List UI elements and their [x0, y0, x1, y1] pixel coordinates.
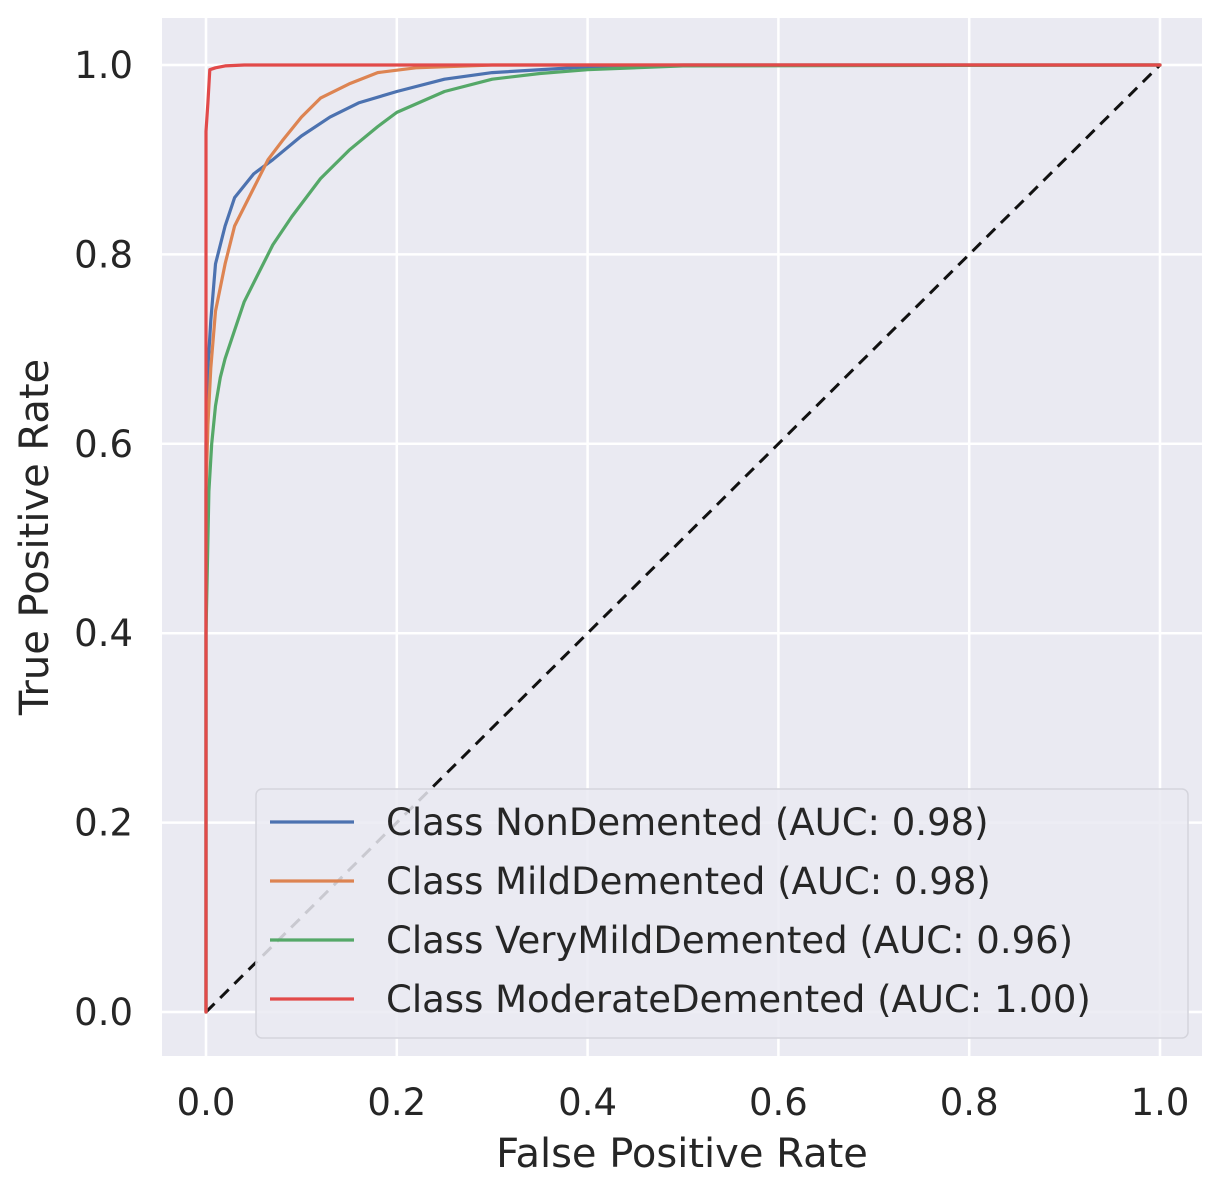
x-axis-label: False Positive Rate: [496, 1131, 868, 1177]
roc-curve-series-3: [204, 63, 1162, 1014]
x-tick-label: 0.4: [558, 1081, 617, 1124]
y-tick-label: 0.4: [74, 612, 133, 655]
legend-entry-label: Class NonDemented (AUC: 0.98): [386, 801, 989, 844]
series-layer: [204, 63, 1162, 1014]
x-tick-label: 0.6: [749, 1081, 808, 1124]
roc-curve-series-4: [204, 63, 1162, 1014]
y-tick-labels: 0.0 0.2 0.4 0.6 0.8 1.0: [74, 44, 133, 1034]
y-tick-label: 0.8: [74, 233, 133, 276]
x-tick-labels: 0.0 0.2 0.4 0.6 0.8 1.0: [177, 1081, 1190, 1124]
y-tick-label: 0.2: [74, 802, 133, 845]
legend-entry-label: Class VeryMildDemented (AUC: 0.96): [386, 919, 1073, 962]
roc-curve-series-1: [204, 63, 1162, 1014]
legend-box: [255, 788, 1189, 1039]
legend: Class NonDemented (AUC: 0.98) Class MildD…: [255, 788, 1189, 1039]
x-tick-label: 1.0: [1131, 1081, 1190, 1124]
y-tick-label: 1.0: [74, 44, 133, 87]
y-tick-label: 0.0: [74, 991, 133, 1034]
legend-entry-label: Class MildDemented (AUC: 0.98): [386, 860, 991, 903]
y-tick-label: 0.6: [74, 423, 133, 466]
legend-items: Class NonDemented (AUC: 0.98) Class MildD…: [270, 801, 1091, 1021]
x-tick-label: 0.8: [940, 1081, 999, 1124]
y-axis-label: True Positive Rate: [12, 359, 58, 716]
legend-entry-label: Class ModerateDemented (AUC: 1.00): [386, 978, 1091, 1021]
x-tick-label: 0.0: [177, 1081, 236, 1124]
x-tick-label: 0.2: [367, 1081, 426, 1124]
